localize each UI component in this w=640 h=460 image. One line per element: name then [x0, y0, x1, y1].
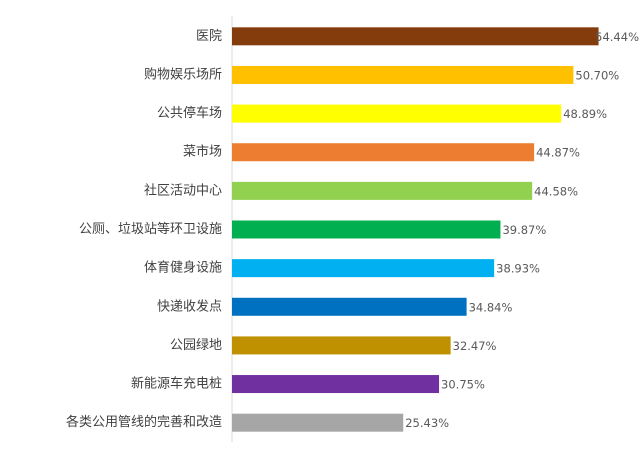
value-label: 50.70% — [575, 68, 619, 82]
category-label: 快递收发点 — [157, 298, 222, 314]
bar — [232, 413, 404, 432]
bar — [232, 336, 451, 355]
bar — [232, 27, 599, 46]
bar — [232, 375, 440, 394]
bar — [232, 297, 467, 316]
category-label: 各类公用管线的完善和改造 — [66, 414, 222, 430]
bar — [232, 65, 574, 84]
category-label: 体育健身设施 — [144, 260, 222, 276]
value-label: 48.89% — [563, 107, 607, 121]
value-label: 44.58% — [534, 184, 578, 198]
category-label: 公厕、垃圾站等环卫设施 — [79, 221, 222, 237]
category-label: 医院 — [196, 29, 222, 44]
category-label: 公共停车场 — [157, 105, 222, 121]
bar — [232, 104, 562, 123]
category-label: 公园绿地 — [170, 338, 222, 353]
value-label: 30.75% — [441, 378, 485, 392]
value-label: 34.84% — [469, 300, 513, 314]
category-label: 购物娱乐场所 — [144, 66, 222, 82]
value-label: 32.47% — [453, 339, 497, 353]
bar — [232, 259, 495, 278]
bar — [232, 181, 533, 200]
category-label: 菜市场 — [183, 144, 222, 160]
category-label: 社区活动中心 — [144, 182, 222, 198]
value-label: 38.93% — [496, 262, 540, 276]
value-label: 39.87% — [502, 223, 546, 237]
value-label: 44.87% — [536, 146, 580, 160]
value-label: 54.44% — [595, 30, 639, 44]
category-label: 新能源车充电桩 — [131, 376, 222, 392]
value-label: 25.43% — [405, 416, 449, 430]
bar — [232, 143, 535, 162]
bar — [232, 220, 501, 239]
